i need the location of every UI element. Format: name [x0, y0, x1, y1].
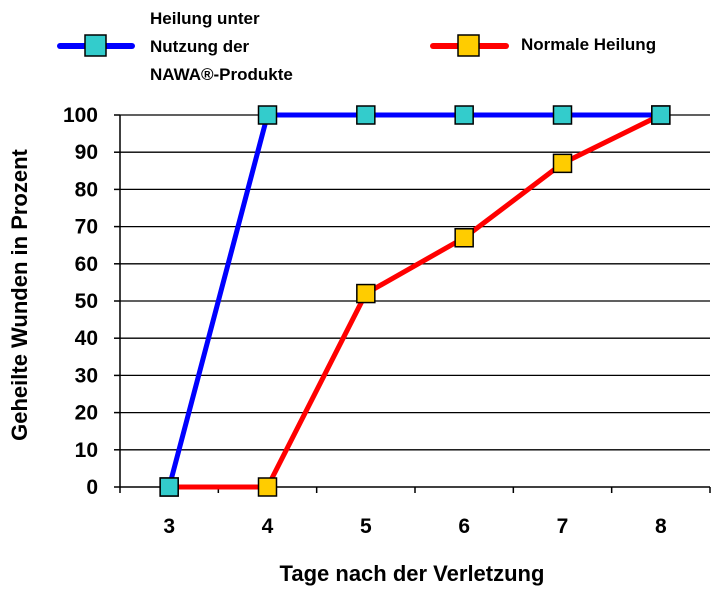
series-0-marker-3: [159, 477, 179, 497]
y-tick-label-10: 10: [75, 439, 98, 462]
series-1-marker-5: [356, 283, 376, 304]
legend-label-nawa-line-3: NAWA®-Produkte: [150, 65, 293, 84]
grid-lines: [120, 114, 710, 451]
series-line-0: [166, 112, 664, 490]
x-tick-label-8: 8: [655, 515, 667, 538]
x-tick-label-5: 5: [360, 515, 372, 538]
legend-entry-nawa: Heilung unter Nutzung der NAWA®-Produkte: [57, 9, 293, 84]
legend-label-nawa-line-1: Heilung unter: [150, 9, 260, 28]
legend-entry-normal: Normale Heilung: [430, 34, 656, 57]
legend-marker-nawa: [84, 34, 107, 57]
y-tick-label-80: 80: [75, 178, 98, 201]
y-tick-label-40: 40: [75, 327, 98, 350]
series-1-marker-6: [454, 228, 474, 248]
series-0-marker-4: [257, 105, 278, 125]
legend-marker-normal: [457, 34, 480, 57]
series-line-1: [166, 112, 664, 490]
series-0-marker-7: [552, 105, 573, 125]
y-tick-label-60: 60: [75, 253, 98, 276]
x-axis-label: Tage nach der Verletzung: [280, 561, 545, 586]
x-tick-label-7: 7: [557, 515, 569, 538]
series-0-marker-5: [356, 105, 376, 125]
y-tick-label-90: 90: [75, 141, 98, 164]
y-axis-label: Geheilte Wunden in Prozent: [7, 148, 32, 440]
series-1-marker-7: [552, 153, 573, 174]
series-markers: [159, 105, 671, 497]
x-tick-label-6: 6: [458, 515, 470, 538]
tick-labels: 0 10 20 30 40 50 60 70 80 90 100 3 4 5 6 7 8: [63, 104, 667, 538]
y-tick-label-70: 70: [75, 216, 98, 239]
x-tick-label-4: 4: [262, 515, 274, 538]
series-0-marker-6: [454, 105, 474, 125]
legend: Heilung unter Nutzung der NAWA®-Produkte…: [57, 9, 656, 84]
series-1-marker-4: [257, 477, 278, 497]
legend-label-nawa-line-2: Nutzung der: [150, 37, 250, 56]
x-tick-label-3: 3: [163, 515, 175, 538]
series-0-marker-8: [651, 105, 671, 125]
y-tick-label-50: 50: [75, 290, 98, 313]
legend-label-normal: Normale Heilung: [521, 35, 656, 54]
series-lines: [166, 112, 664, 490]
y-tick-label-0: 0: [86, 476, 98, 499]
y-tick-label-20: 20: [75, 402, 98, 425]
y-tick-label-30: 30: [75, 364, 98, 387]
y-tick-label-100: 100: [63, 104, 98, 127]
axes: [114, 114, 711, 493]
